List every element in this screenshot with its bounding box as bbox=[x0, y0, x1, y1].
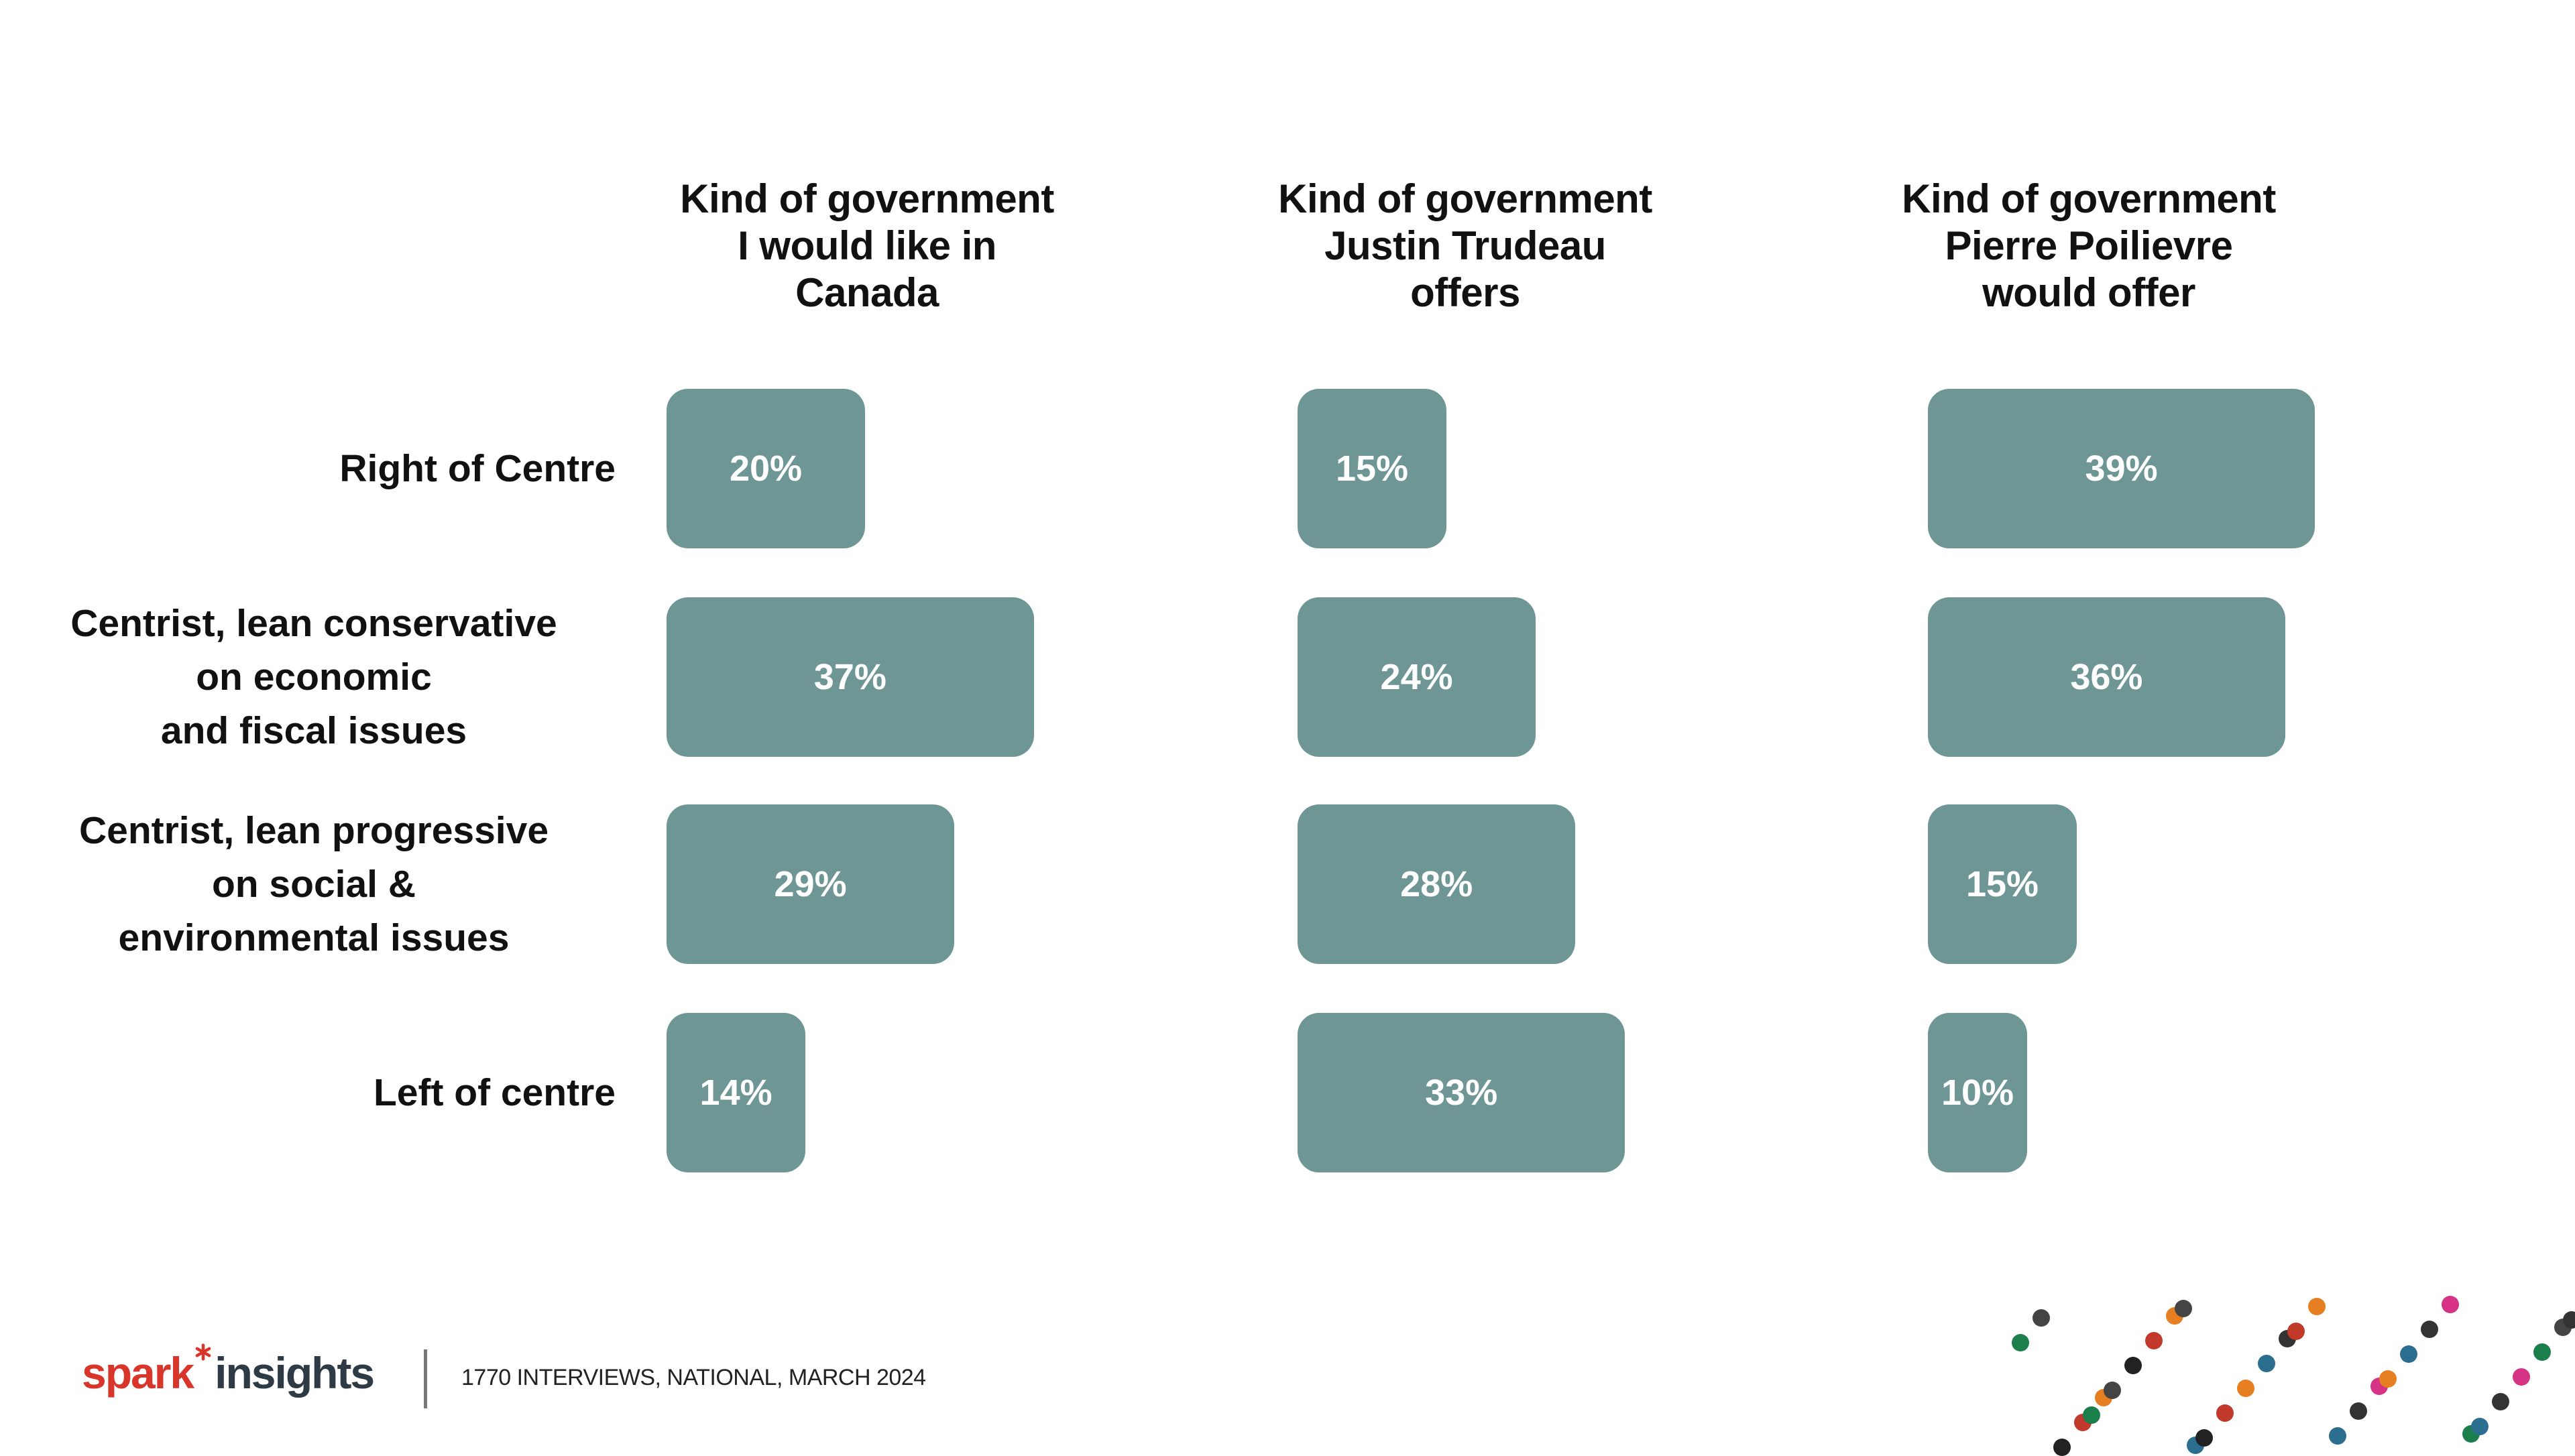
bar: 37% bbox=[667, 597, 1034, 757]
person-figure bbox=[2053, 1439, 2071, 1456]
person-figure bbox=[2379, 1370, 2397, 1388]
person-figure bbox=[2104, 1382, 2121, 1399]
bar: 39% bbox=[1928, 389, 2315, 548]
person-figure bbox=[2471, 1418, 2488, 1435]
category-label: Centrist, lean conservative on economic … bbox=[70, 602, 557, 752]
bar: 14% bbox=[667, 1013, 806, 1172]
bar: 15% bbox=[1928, 804, 2077, 964]
bar: 33% bbox=[1298, 1013, 1625, 1172]
bar: 29% bbox=[667, 804, 955, 964]
footer-source: 1770 INTERVIEWS, NATIONAL, MARCH 2024 bbox=[461, 1365, 926, 1390]
person-figure bbox=[2563, 1311, 2575, 1329]
person-figure bbox=[2329, 1427, 2346, 1445]
person-figure bbox=[2400, 1345, 2417, 1363]
person-figure bbox=[2175, 1300, 2192, 1317]
spark-insights-logo: spark insights bbox=[82, 1343, 375, 1398]
person-figure bbox=[2421, 1321, 2438, 1338]
person-figure bbox=[2237, 1380, 2254, 1397]
bar-value-label: 37% bbox=[813, 657, 886, 697]
person-figure bbox=[2124, 1357, 2142, 1374]
bar-value-label: 24% bbox=[1380, 657, 1453, 697]
person-figure bbox=[2513, 1368, 2530, 1386]
person-figure bbox=[2533, 1343, 2551, 1361]
category-label: Right of Centre bbox=[339, 447, 616, 490]
category-label: Centrist, lean progressive on social & e… bbox=[78, 809, 549, 959]
bar-value-label: 29% bbox=[774, 864, 847, 904]
bar: 24% bbox=[1298, 597, 1536, 757]
person-figure bbox=[2442, 1296, 2459, 1313]
person-figure bbox=[2145, 1332, 2163, 1349]
category-label: Left of centre bbox=[373, 1071, 616, 1114]
footer-divider bbox=[424, 1349, 427, 1408]
logo-spark: spark bbox=[82, 1348, 194, 1398]
bar-value-label: 10% bbox=[1941, 1073, 2014, 1113]
logo-insights: insights bbox=[215, 1348, 375, 1398]
person-figure bbox=[2350, 1402, 2367, 1420]
person-figure bbox=[2216, 1404, 2234, 1422]
person-figure bbox=[2033, 1309, 2050, 1327]
bar-value-label: 36% bbox=[2070, 657, 2143, 697]
column-title: Kind of government I would like in Canad… bbox=[680, 176, 1054, 315]
person-figure bbox=[2492, 1393, 2509, 1410]
person-figure bbox=[2287, 1323, 2305, 1340]
bar: 36% bbox=[1928, 597, 2285, 757]
asterisk-icon bbox=[195, 1343, 211, 1361]
bar-value-label: 33% bbox=[1425, 1073, 1498, 1113]
bar-value-label: 15% bbox=[1965, 864, 2039, 904]
person-figure bbox=[2083, 1406, 2100, 1424]
person-figure bbox=[2195, 1429, 2213, 1447]
bar: 15% bbox=[1298, 389, 1446, 548]
bar: 20% bbox=[667, 389, 865, 548]
bar-value-label: 15% bbox=[1335, 448, 1409, 489]
bar-value-label: 39% bbox=[2085, 448, 2158, 489]
person-figure bbox=[2258, 1355, 2275, 1372]
column-title: Kind of government Pierre Poilievre woul… bbox=[1902, 176, 2276, 315]
person-figure bbox=[2012, 1334, 2029, 1351]
bar-value-label: 14% bbox=[699, 1073, 772, 1113]
person-figure bbox=[2308, 1298, 2326, 1315]
bar-value-label: 28% bbox=[1400, 864, 1473, 904]
bar: 28% bbox=[1298, 804, 1576, 964]
bar: 10% bbox=[1928, 1013, 2027, 1172]
column-title: Kind of government Justin Trudeau offers bbox=[1278, 176, 1652, 315]
bar-value-label: 20% bbox=[729, 448, 803, 489]
